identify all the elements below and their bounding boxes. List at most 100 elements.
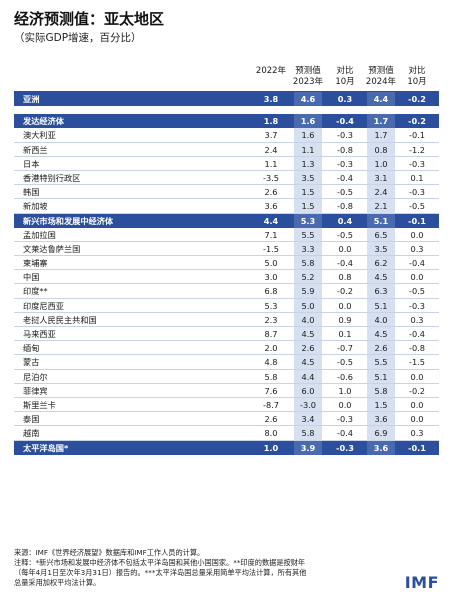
table-cell: 0.9 xyxy=(338,314,352,325)
table-cell: 1.1 xyxy=(301,144,315,155)
table-cell: -0.2 xyxy=(408,116,426,127)
table-cell: 6.5 xyxy=(374,229,388,240)
table-cell: 5.3 xyxy=(264,300,278,311)
row-label: 香港特别行政区 xyxy=(23,172,81,183)
row-label: 菲律宾 xyxy=(23,385,48,396)
table-cell: -0.8 xyxy=(337,144,353,155)
column-band xyxy=(367,256,395,270)
table-cell: -0.4 xyxy=(337,172,353,183)
table-cell: 5.5 xyxy=(301,229,315,240)
column-band xyxy=(294,185,322,199)
table-cell: -0.1 xyxy=(408,442,426,453)
table-cell: 1.7 xyxy=(374,130,388,141)
column-band xyxy=(367,213,395,228)
table-cell: 1.7 xyxy=(373,116,389,127)
table-cell: 8.7 xyxy=(264,329,278,339)
table-cell: -0.1 xyxy=(408,215,426,226)
table-cell: 5.8 xyxy=(264,371,278,382)
column-band xyxy=(367,440,395,455)
table-cell: -0.3 xyxy=(337,130,353,141)
table-cell: 2.1 xyxy=(374,201,388,212)
table-cell: 5.8 xyxy=(301,258,315,269)
table-cell: 5.3 xyxy=(300,215,316,226)
table-cell: 2.0 xyxy=(264,343,278,354)
column-band xyxy=(367,327,395,341)
table-row: 斯里兰卡 -8.7 -3.0 0.0 1.5 0.0 xyxy=(14,397,439,413)
table-cell: 3.6 xyxy=(373,442,389,453)
table-cell: 3.5 xyxy=(374,243,388,254)
column-band xyxy=(367,397,395,412)
column-band xyxy=(367,355,395,369)
row-label: 新加坡 xyxy=(23,201,48,212)
table-cell: 0.3 xyxy=(410,428,424,439)
table-cell: 0.1 xyxy=(338,329,352,339)
table-cell: 7.1 xyxy=(264,229,278,240)
table-cell: 3.1 xyxy=(374,172,388,183)
table-cell: -0.3 xyxy=(409,300,425,311)
row-label: 日本 xyxy=(23,158,40,169)
column-band xyxy=(367,114,395,129)
table-row: 澳大利亚 3.7 1.6 -0.3 1.7 -0.1 xyxy=(14,128,439,143)
column-band xyxy=(367,312,395,326)
table-cell: -0.3 xyxy=(336,442,354,453)
column-band xyxy=(294,170,322,185)
column-band xyxy=(367,227,395,241)
table-cell: 4.8 xyxy=(264,357,278,368)
table-row: 文莱达鲁萨兰国 -1.5 3.3 0.0 3.5 0.3 xyxy=(14,241,439,257)
row-label: 中国 xyxy=(23,272,40,283)
column-band xyxy=(294,213,322,228)
column-band xyxy=(367,426,395,440)
row-label: 老挝人民民主共和国 xyxy=(23,314,97,325)
column-band xyxy=(294,256,322,270)
table-cell: 1.3 xyxy=(301,158,315,169)
table-row: 泰国 2.6 3.4 -0.3 3.6 0.0 xyxy=(14,412,439,427)
column-header-line1: 预测值 xyxy=(295,66,321,76)
footnote-line: （每年4月1日至次年3月31日）报告的。***太平洋岛国总量采用简单平均法计算，… xyxy=(14,568,307,577)
column-band xyxy=(367,92,395,107)
column-header-line1: 对比 xyxy=(408,66,426,76)
header-rule xyxy=(14,91,439,92)
row-label: 文莱达鲁萨兰国 xyxy=(23,243,81,254)
table-cell: 0.3 xyxy=(410,314,424,325)
column-band xyxy=(294,412,322,426)
column-header: 预测值 2024年 xyxy=(364,66,398,88)
table-cell: 5.1 xyxy=(374,300,388,311)
row-label: 蒙古 xyxy=(23,357,40,368)
column-band xyxy=(294,355,322,369)
column-band xyxy=(367,412,395,426)
table-cell: 3.5 xyxy=(301,172,315,183)
table-cell: 4.0 xyxy=(301,314,315,325)
column-header: 对比 10月 xyxy=(328,66,362,88)
table-cell: 1.5 xyxy=(301,201,315,212)
column-header-line2: 2023年 xyxy=(292,77,324,87)
page-title: 经济预测值：亚太地区 xyxy=(14,10,165,28)
table-cell: -3.0 xyxy=(300,399,316,410)
table-cell: 0.0 xyxy=(338,243,352,254)
row-label: 缅甸 xyxy=(23,343,40,354)
table-row: 越南 8.0 5.8 -0.4 6.9 0.3 xyxy=(14,426,439,441)
imf-logo: IMF xyxy=(404,573,439,592)
column-band xyxy=(294,142,322,156)
table-header: 2022年 预测值 2023年 对比 10月 预测值 2024年 对比 10月 xyxy=(14,62,439,92)
column-band xyxy=(294,284,322,298)
column-band xyxy=(367,270,395,284)
column-band xyxy=(294,156,322,170)
table-cell: 5.0 xyxy=(301,300,315,311)
table-cell: -8.7 xyxy=(263,399,279,410)
column-band xyxy=(367,170,395,185)
table-cell: 1.0 xyxy=(374,158,388,169)
page-subtitle: （实际GDP增速，百分比） xyxy=(14,32,142,44)
table-cell: -1.2 xyxy=(409,144,425,155)
column-header: 2022年 xyxy=(254,66,288,77)
table-cell: 3.0 xyxy=(264,272,278,283)
table-row: 缅甸 2.0 2.6 -0.7 2.6 -0.8 xyxy=(14,341,439,356)
column-band xyxy=(367,298,395,312)
row-spacer xyxy=(14,106,439,114)
footnote-line: 注释：*新兴市场和发展中经济体不包括太平洋岛国和其他小国国家。**印度的数据是按… xyxy=(14,558,306,567)
column-band xyxy=(294,312,322,326)
table-cell: 2.6 xyxy=(301,343,315,354)
table-cell: -1.5 xyxy=(263,243,279,254)
row-label: 亚洲 xyxy=(23,94,40,104)
row-label: 孟加拉国 xyxy=(23,229,56,240)
column-header-line2: 2024年 xyxy=(365,77,397,87)
